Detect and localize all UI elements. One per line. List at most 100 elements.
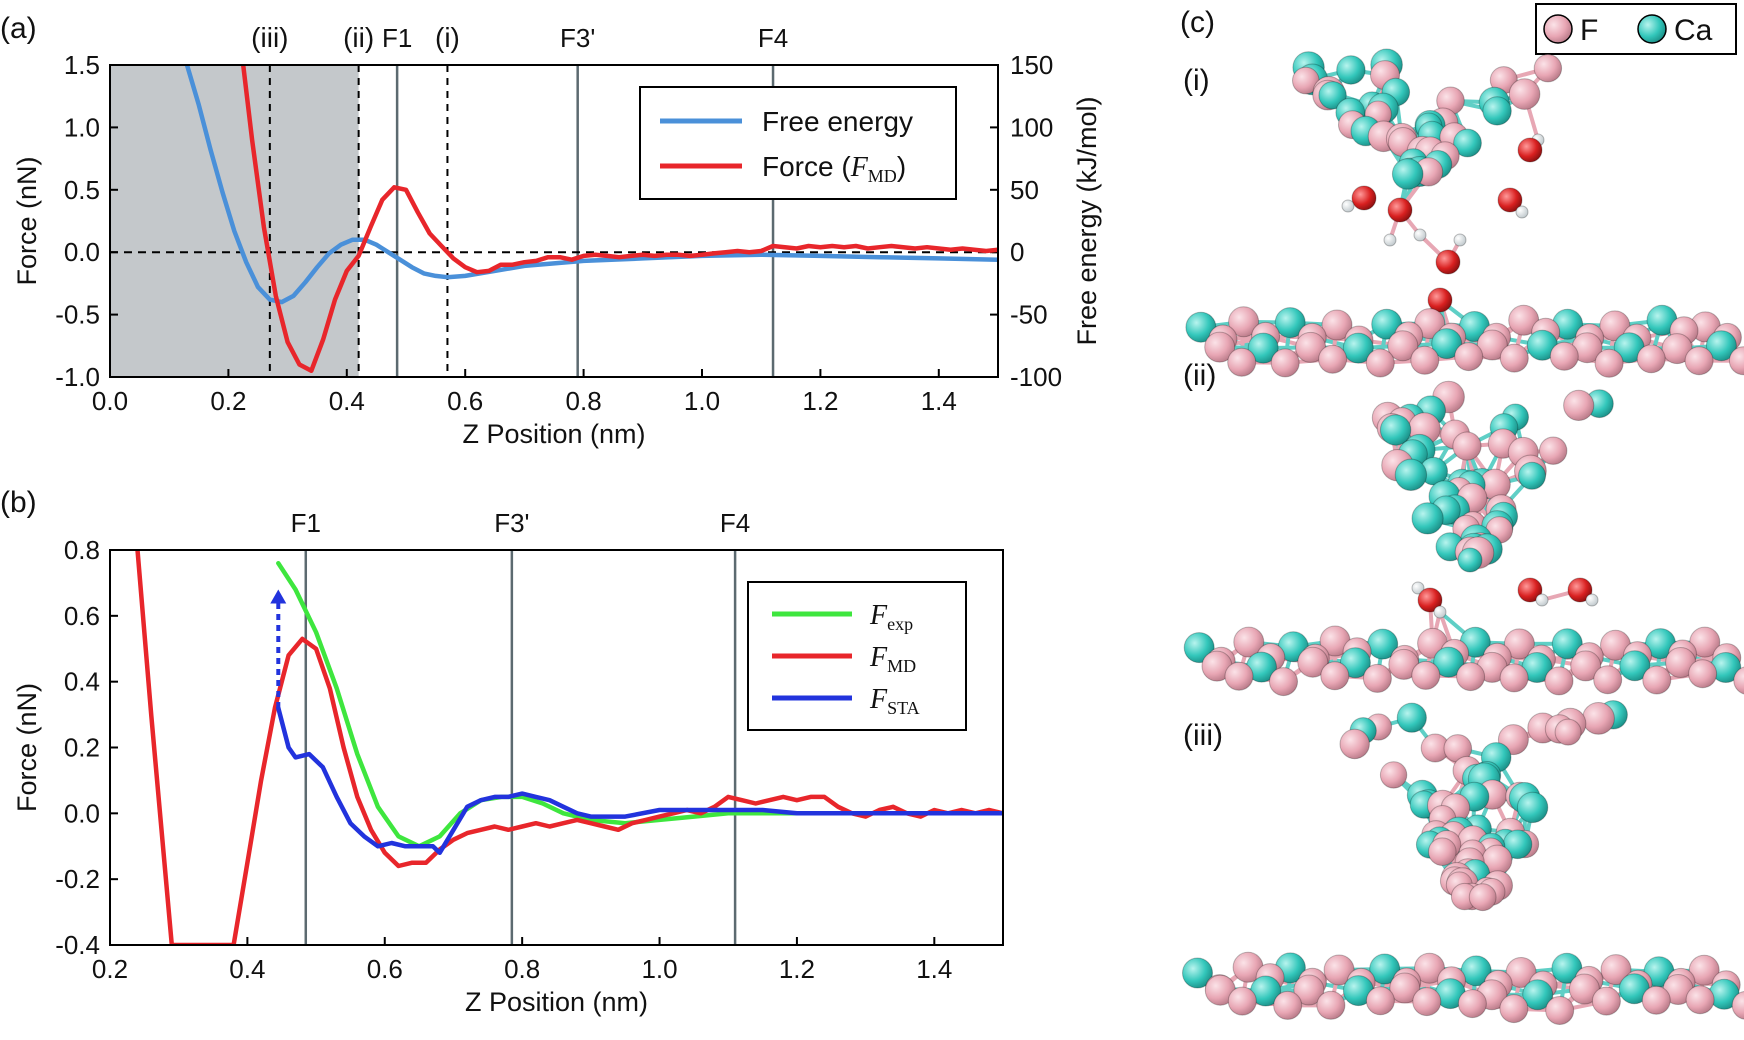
- fluorine-atom: [1366, 987, 1394, 1015]
- structure-view-i: [1172, 49, 1744, 377]
- x-tick-label: 1.2: [802, 386, 838, 416]
- calcium-atom: [1412, 503, 1443, 534]
- fluorine-atom: [1643, 666, 1671, 694]
- view-label-ii: (ii): [1183, 359, 1216, 392]
- fluorine-atom: [1270, 668, 1298, 696]
- y-tick-label: 1.0: [64, 112, 100, 142]
- fluorine-atom: [1413, 988, 1441, 1016]
- fluorine-atom: [1583, 703, 1615, 735]
- fluorine-atom: [1429, 838, 1457, 866]
- y-tick-label: 0.4: [64, 667, 100, 697]
- x-tick-label: 0.4: [329, 386, 365, 416]
- oxygen-atom: [1518, 138, 1542, 162]
- y-tick-label: 0.0: [64, 798, 100, 828]
- oxygen-atom: [1388, 198, 1412, 222]
- calcium-swatch-icon: [1638, 15, 1666, 43]
- fluorine-atom: [1534, 54, 1561, 81]
- x-tick-label: 0.2: [210, 386, 246, 416]
- x-tick-label: 1.4: [921, 386, 957, 416]
- y2-tick-label: -50: [1010, 300, 1048, 330]
- structure-view-iii: [1172, 701, 1744, 1025]
- y-tick-label: 0.8: [64, 535, 100, 565]
- y2-tick-label: 150: [1010, 50, 1053, 80]
- fluorine-atom: [1455, 343, 1483, 371]
- fluorine-atom: [1363, 664, 1391, 692]
- x-axis-label: Z Position (nm): [462, 419, 645, 449]
- fluorine-atom: [1594, 666, 1622, 694]
- structure-panel: F Ca (i) (ii) (iii): [1172, 4, 1744, 1025]
- x-tick-label: 0.6: [367, 954, 403, 984]
- calcium-atom: [1519, 462, 1546, 489]
- x-tick-label: 1.4: [916, 954, 952, 984]
- marker-label-iii: (iii): [251, 22, 288, 53]
- y2-tick-label: 0: [1010, 237, 1024, 267]
- y-tick-label: -0.4: [55, 930, 100, 960]
- marker-label-f3: F3': [560, 23, 595, 53]
- fluorine-atom: [1689, 660, 1717, 688]
- y2-tick-label: 50: [1010, 175, 1039, 205]
- x-tick-label: 0.4: [229, 954, 265, 984]
- y-tick-label: 0.6: [64, 601, 100, 631]
- legend: Free energy Force (FMD): [640, 87, 956, 199]
- calcium-atom: [1337, 56, 1365, 84]
- fluorine-atom: [1685, 347, 1713, 375]
- y-tick-label: 1.5: [64, 50, 100, 80]
- fluorine-atom: [1545, 667, 1573, 695]
- x-tick-label: 0.6: [447, 386, 483, 416]
- fluorine-atom: [1540, 437, 1567, 464]
- fluorine-atom: [1637, 345, 1665, 373]
- panel-label-c: (c): [1180, 6, 1215, 39]
- fluorine-atom: [1500, 344, 1528, 372]
- marker-label-f3: F3': [494, 508, 529, 538]
- oxygen-atom: [1352, 186, 1376, 210]
- hydrogen-atom: [1434, 606, 1446, 618]
- fluorine-atom: [1595, 349, 1623, 377]
- y-tick-label: 0.0: [64, 237, 100, 267]
- fluorine-atom: [1500, 995, 1528, 1023]
- calcium-atom: [1392, 159, 1423, 190]
- hydrogen-atom: [1384, 234, 1396, 246]
- x-tick-label: 1.0: [641, 954, 677, 984]
- fluorine-atom: [1458, 990, 1486, 1018]
- fluorine-atom: [1274, 991, 1302, 1019]
- marker-label-f1: F1: [291, 508, 321, 538]
- hydrogen-atom: [1342, 200, 1354, 212]
- fluorine-swatch-icon: [1544, 15, 1572, 43]
- fluorine-atom: [1564, 390, 1594, 420]
- fluorine-atom: [1686, 986, 1714, 1014]
- legend-label-free-energy: Free energy: [762, 106, 913, 137]
- fluorine-atom: [1228, 987, 1256, 1015]
- hydrogen-atom: [1586, 594, 1598, 606]
- fluorine-atom: [1457, 663, 1485, 691]
- atom-legend: F Ca: [1536, 4, 1736, 54]
- structure-view-ii: [1172, 381, 1744, 695]
- y-tick-label: 0.5: [64, 175, 100, 205]
- fluorine-atom: [1340, 729, 1369, 758]
- calcium-atom: [1380, 415, 1410, 445]
- marker-label-ii: (ii): [343, 22, 374, 53]
- y-tick-label: -0.5: [55, 300, 100, 330]
- fluorine-atom: [1319, 345, 1347, 373]
- fluorine-atom: [1550, 342, 1578, 370]
- fluorine-atom: [1555, 719, 1581, 745]
- calcium-atom: [1397, 703, 1426, 732]
- marker-label-f4: F4: [758, 23, 788, 53]
- marker-label-i: (i): [435, 22, 460, 53]
- fluorine-atom: [1271, 349, 1299, 377]
- y-tick-label: -0.2: [55, 864, 100, 894]
- x-tick-label: 1.0: [684, 386, 720, 416]
- panel-label-a: (a): [0, 12, 37, 45]
- fluorine-atom: [1225, 662, 1253, 690]
- legend-label-f: F: [1580, 14, 1598, 47]
- x-tick-label: 1.2: [779, 954, 815, 984]
- view-label-i: (i): [1183, 64, 1210, 97]
- legend: Fexp FMD FSTA: [748, 582, 966, 730]
- x-axis-label: Z Position (nm): [465, 987, 648, 1017]
- fluorine-atom: [1592, 987, 1620, 1015]
- hydrogen-atom: [1536, 594, 1548, 606]
- y-tick-label: 0.2: [64, 733, 100, 763]
- fluorine-atom: [1642, 986, 1670, 1014]
- fluorine-atom: [1500, 664, 1528, 692]
